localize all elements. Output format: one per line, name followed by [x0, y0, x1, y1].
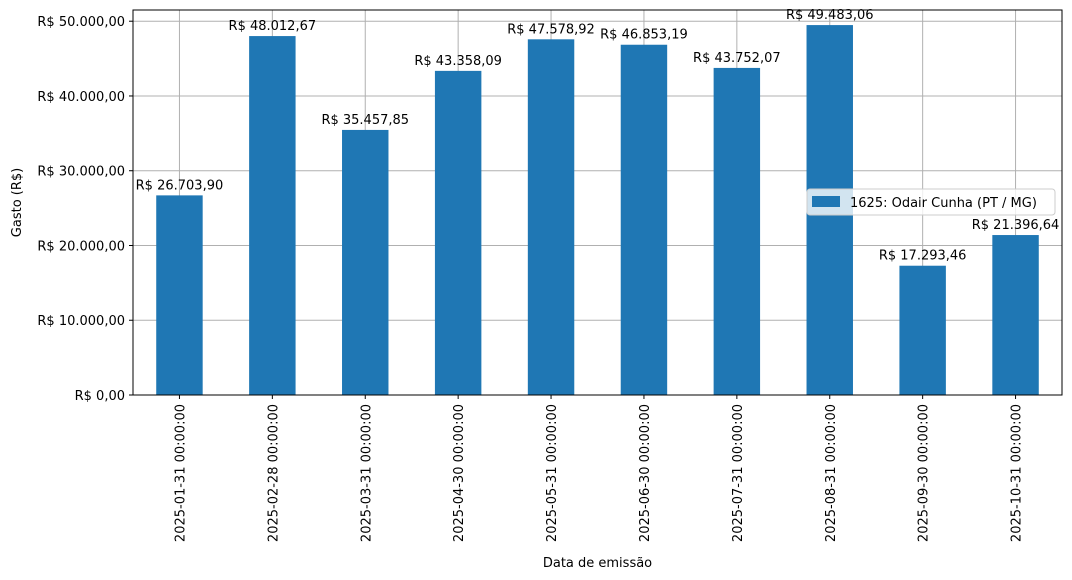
bar-value-label: R$ 49.483,06: [786, 8, 874, 23]
bars: [156, 25, 1039, 396]
x-tick-label: 2025-05-31 00:00:00: [545, 404, 560, 542]
x-axis: 2025-01-31 00:00:00 2025-02-28 00:00:00 20…: [173, 395, 1025, 542]
plot-frame: [132, 9, 1063, 396]
bar-value-label: R$ 47.578,92: [507, 22, 595, 37]
bar: [527, 39, 575, 395]
legend-box: [806, 188, 1056, 216]
y-tick-label: R$ 10.000,00: [37, 314, 125, 329]
bar-value-label: R$ 35.457,85: [321, 113, 409, 128]
x-tick-label: 2025-04-30 00:00:00: [452, 404, 467, 542]
x-tick-label: 2025-09-30 00:00:00: [917, 404, 932, 542]
bar: [156, 195, 203, 395]
y-tick-label: R$ 30.000,00: [37, 165, 125, 180]
y-tick-label: R$ 20.000,00: [37, 239, 125, 254]
x-tick-label: 2025-07-31 00:00:00: [731, 404, 746, 542]
x-tick-label: 2025-01-31 00:00:00: [173, 404, 188, 542]
bar-value-label: R$ 21.396,64: [972, 218, 1060, 233]
legend-swatch: [812, 196, 840, 207]
bar-value-label: R$ 17.293,46: [879, 249, 967, 264]
y-tick-label: R$ 50.000,00: [37, 15, 125, 30]
x-tick-label: 2025-08-31 00:00:00: [824, 404, 839, 542]
y-tick-label: R$ 40.000,00: [37, 90, 125, 105]
bar-value-labels: R$ 26.703,90 R$ 48.012,67 R$ 35.457,85 R$ 4…: [136, 8, 1060, 264]
x-tick-label: 2025-02-28 00:00:00: [266, 404, 281, 542]
bar-value-label: R$ 43.358,09: [414, 54, 502, 69]
x-axis-label: Data de emissão: [543, 556, 652, 571]
bar-value-label: R$ 48.012,67: [229, 19, 317, 34]
bar-value-label: R$ 46.853,19: [600, 28, 688, 43]
y-tick-label: R$ 0,00: [75, 389, 125, 404]
bar-value-label: R$ 26.703,90: [136, 178, 224, 193]
bar-value-label: R$ 43.752,07: [693, 51, 781, 66]
x-tick-label: 2025-03-31 00:00:00: [359, 404, 374, 542]
bar: [899, 265, 946, 395]
y-axis-label: Gasto (R$): [10, 168, 25, 237]
bar: [992, 235, 1039, 395]
bar: [249, 36, 296, 395]
legend-entry: 1625: Odair Cunha (PT / MG): [850, 196, 1037, 211]
bar: [434, 70, 482, 396]
x-tick-label: 2025-10-31 00:00:00: [1010, 404, 1025, 542]
y-axis: R$ 0,00 R$ 10.000,00 R$ 20.000,00 R$ 30.000…: [37, 15, 133, 404]
bar: [620, 44, 668, 396]
bar: [342, 129, 389, 395]
x-tick-label: 2025-06-30 00:00:00: [638, 404, 653, 542]
legend: 1625: Odair Cunha (PT / MG): [806, 188, 1056, 216]
bar: [713, 67, 761, 395]
